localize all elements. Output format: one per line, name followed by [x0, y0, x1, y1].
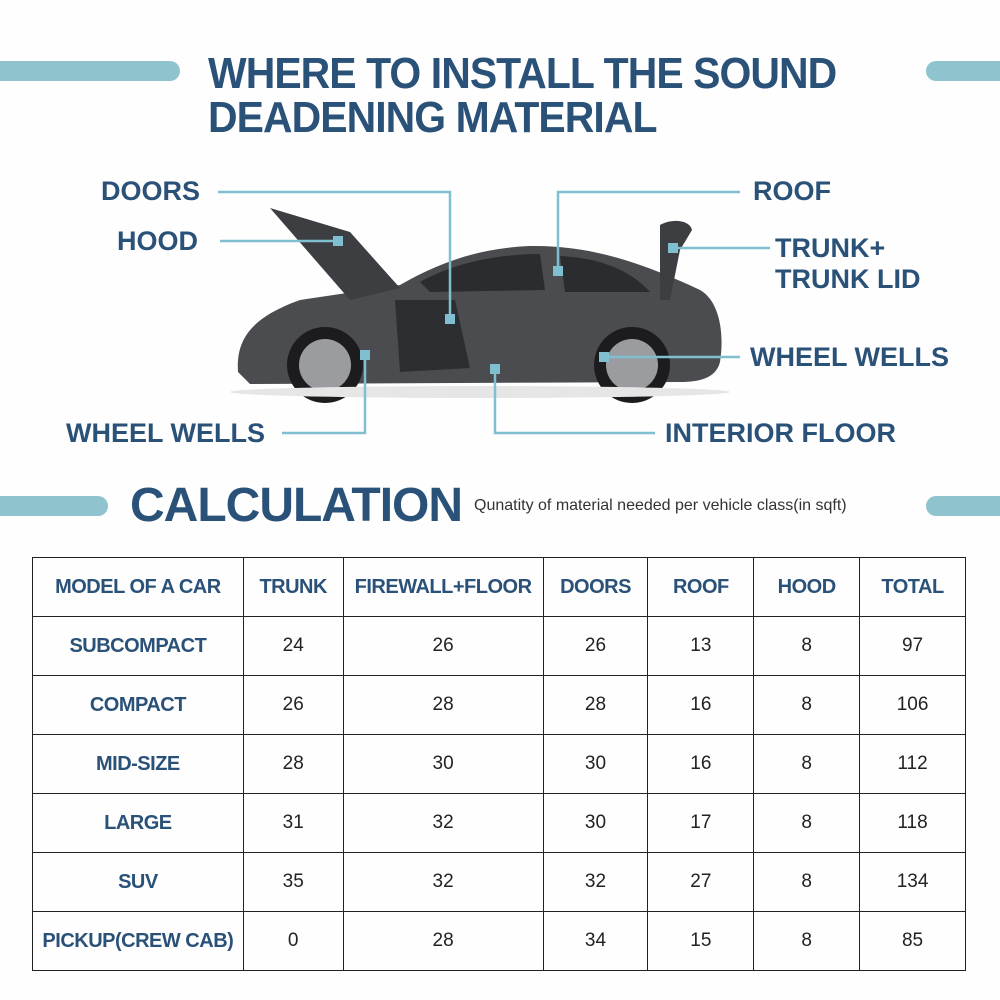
row-label: SUBCOMPACT: [32, 616, 244, 676]
page-title: WHERE TO INSTALL THE SOUND DEADENING MAT…: [208, 49, 837, 142]
table-cell: 85: [859, 911, 966, 971]
header-cell: DOORS: [542, 557, 649, 617]
table-cell: 16: [647, 734, 755, 794]
table-cell: 0: [242, 911, 344, 971]
header-cell: TOTAL: [859, 557, 966, 617]
material-table: MODEL OF A CAR TRUNK FIREWALL+FLOOR DOOR…: [32, 557, 966, 971]
table-row: SUV 35 32 32 27 8 134: [32, 852, 966, 912]
table-cell: 8: [753, 852, 861, 912]
table-cell: 26: [242, 675, 344, 735]
car-illustration: [218, 190, 770, 435]
table-cell: 28: [242, 734, 344, 794]
table-cell: 112: [859, 734, 966, 794]
title-line-1: WHERE TO INSTALL THE SOUND: [208, 49, 837, 98]
callout-interior-floor: INTERIOR FLOOR: [665, 418, 896, 448]
table-cell: 34: [542, 911, 649, 971]
table-cell: 106: [859, 675, 966, 735]
callout-wheel-wells-left: WHEEL WELLS: [66, 418, 265, 448]
car-icon: [230, 208, 730, 403]
table-cell: 31: [242, 793, 344, 853]
table-cell: 13: [647, 616, 755, 676]
table-cell: 8: [753, 734, 861, 794]
table-row: SUBCOMPACT 24 26 26 13 8 97: [32, 616, 966, 676]
table-cell: 15: [647, 911, 755, 971]
table-row: COMPACT 26 28 28 16 8 106: [32, 675, 966, 735]
callout-trunk-line2: TRUNK LID: [775, 264, 921, 294]
table-cell: 27: [647, 852, 755, 912]
table-cell: 32: [342, 852, 544, 912]
decor-bar: [0, 496, 108, 516]
table-cell: 97: [859, 616, 966, 676]
table-cell: 8: [753, 911, 861, 971]
table-cell: 8: [753, 616, 861, 676]
table-cell: 26: [542, 616, 649, 676]
decor-bar: [926, 496, 1000, 516]
callout-roof: ROOF: [753, 176, 831, 206]
table-cell: 28: [542, 675, 649, 735]
section-title: CALCULATION: [130, 479, 463, 532]
table-cell: 118: [859, 793, 966, 853]
table-row: LARGE 31 32 30 17 8 118: [32, 793, 966, 853]
table-row: MID-SIZE 28 30 30 16 8 112: [32, 734, 966, 794]
row-label: PICKUP(CREW CAB): [32, 911, 244, 971]
callout-trunk: TRUNK+ TRUNK LID: [775, 233, 920, 295]
table-cell: 26: [342, 616, 544, 676]
table-cell: 30: [542, 734, 649, 794]
row-label: LARGE: [32, 793, 244, 853]
table-cell: 35: [242, 852, 344, 912]
callout-hood: HOOD: [117, 226, 198, 256]
table-cell: 134: [859, 852, 966, 912]
decor-bar: [0, 61, 180, 81]
section-subtitle: Qunatity of material needed per vehicle …: [474, 497, 847, 514]
table-cell: 28: [342, 675, 544, 735]
table-cell: 30: [342, 734, 544, 794]
header-cell: MODEL OF A CAR: [32, 557, 244, 617]
callout-lines: [218, 190, 770, 435]
header-cell: ROOF: [647, 557, 755, 617]
callout-wheel-wells-right: WHEEL WELLS: [750, 342, 949, 372]
table-cell: 32: [342, 793, 544, 853]
table-cell: 24: [242, 616, 344, 676]
table-cell: 17: [647, 793, 755, 853]
header-cell: TRUNK: [242, 557, 344, 617]
title-line-2: DEADENING MATERIAL: [208, 93, 657, 142]
table-cell: 30: [542, 793, 649, 853]
callout-doors: DOORS: [101, 176, 201, 206]
table-cell: 8: [753, 793, 861, 853]
table-cell: 28: [342, 911, 544, 971]
table-cell: 8: [753, 675, 861, 735]
table-cell: 16: [647, 675, 755, 735]
callout-trunk-line1: TRUNK+: [775, 233, 886, 263]
row-label: COMPACT: [32, 675, 244, 735]
header-cell: HOOD: [753, 557, 861, 617]
row-label: SUV: [32, 852, 244, 912]
decor-bar: [926, 61, 1000, 81]
table-header-row: MODEL OF A CAR TRUNK FIREWALL+FLOOR DOOR…: [32, 557, 966, 617]
table-row: PICKUP(CREW CAB) 0 28 34 15 8 85: [32, 911, 966, 971]
header-cell: FIREWALL+FLOOR: [342, 557, 544, 617]
row-label: MID-SIZE: [32, 734, 244, 794]
table-cell: 32: [542, 852, 649, 912]
